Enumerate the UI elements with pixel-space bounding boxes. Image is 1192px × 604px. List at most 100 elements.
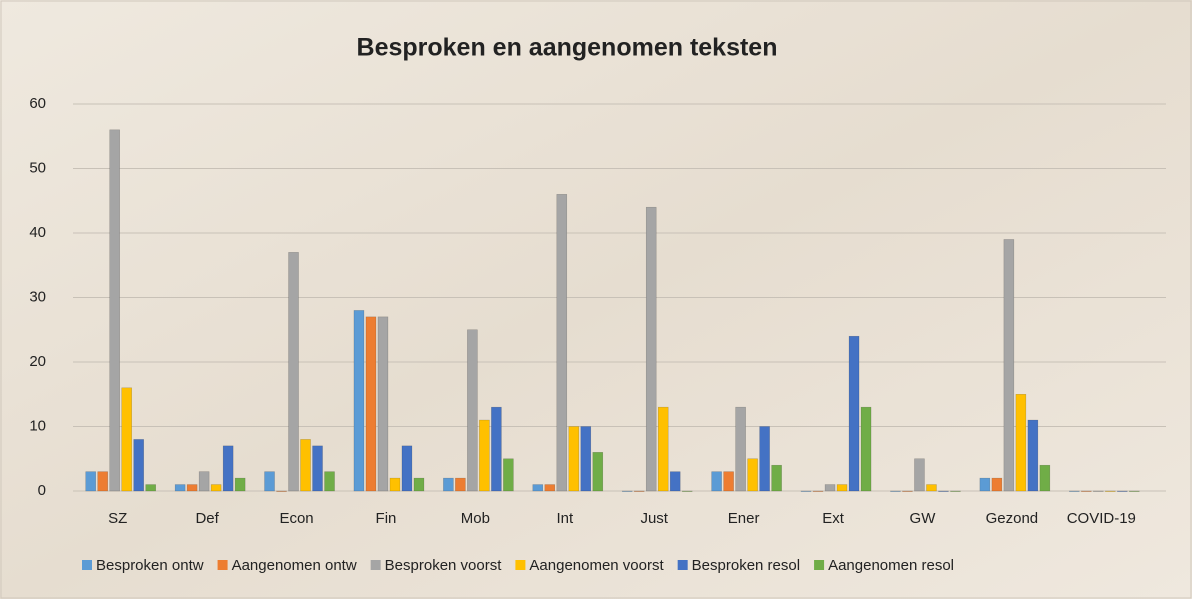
x-tick-label: Just <box>640 510 668 527</box>
bar <box>670 472 680 491</box>
bar <box>211 485 221 491</box>
bar <box>1117 491 1127 492</box>
x-tick-label: GW <box>910 510 937 527</box>
legend-swatch <box>814 560 824 570</box>
bar <box>414 478 424 491</box>
x-tick-label: COVID-19 <box>1067 510 1136 527</box>
bar <box>724 472 734 491</box>
bar <box>849 336 859 491</box>
bar <box>926 485 936 491</box>
bar <box>1028 420 1038 491</box>
page: {"chart_data": {"type": "bar", "title": … <box>0 0 1192 604</box>
bar <box>1016 394 1026 491</box>
bar <box>235 478 245 491</box>
bar <box>622 491 632 492</box>
x-tick-label: Econ <box>279 510 313 527</box>
bar <box>110 130 120 491</box>
bar <box>98 472 108 491</box>
bar <box>533 485 543 491</box>
bar <box>837 485 847 491</box>
bar <box>199 472 209 491</box>
bar <box>658 407 668 491</box>
legend-label: Aangenomen ontw <box>232 557 357 574</box>
bar <box>491 407 501 491</box>
bar <box>772 465 782 491</box>
bar <box>545 485 555 491</box>
legend-label: Aangenomen voorst <box>529 557 664 574</box>
bar <box>455 478 465 491</box>
bar <box>277 491 287 492</box>
y-tick-label: 0 <box>38 482 46 499</box>
bar <box>914 459 924 491</box>
y-tick-label: 10 <box>29 417 46 434</box>
legend-label: Besproken voorst <box>385 557 503 574</box>
x-tick-label: SZ <box>108 510 127 527</box>
bar <box>902 491 912 492</box>
bar <box>801 491 811 492</box>
bar <box>861 407 871 491</box>
bar <box>938 491 948 492</box>
bar <box>134 439 144 491</box>
bar <box>223 446 233 491</box>
y-tick-label: 20 <box>29 353 46 370</box>
x-tick-label: Int <box>556 510 574 527</box>
bar <box>825 485 835 491</box>
bar <box>950 491 960 492</box>
x-tick-label: Gezond <box>986 510 1039 527</box>
bar <box>569 427 579 492</box>
bar <box>1093 491 1103 492</box>
bar <box>289 252 299 491</box>
bar <box>1040 465 1050 491</box>
bar <box>1004 239 1014 491</box>
bar <box>813 491 823 492</box>
legend-label: Besproken ontw <box>96 557 204 574</box>
chart-title: Besproken en aangenomen teksten <box>357 34 778 62</box>
x-tick-label: Fin <box>376 510 397 527</box>
legend-label: Aangenomen resol <box>828 557 954 574</box>
bar <box>366 317 376 491</box>
legend-swatch <box>678 560 688 570</box>
bar <box>122 388 132 491</box>
bar <box>146 485 156 491</box>
bar <box>265 472 275 491</box>
bar <box>890 491 900 492</box>
bar <box>175 485 185 491</box>
bar <box>325 472 335 491</box>
bar <box>1129 491 1139 492</box>
bar <box>467 330 477 491</box>
legend-swatch <box>515 560 525 570</box>
y-tick-label: 60 <box>29 95 46 112</box>
bar <box>992 478 1002 491</box>
bar <box>760 427 770 492</box>
bar <box>712 472 722 491</box>
x-tick-label: Def <box>195 510 219 527</box>
y-tick-label: 30 <box>29 288 46 305</box>
y-tick-label: 50 <box>29 159 46 176</box>
bar <box>354 310 364 491</box>
x-tick-label: Ext <box>822 510 845 527</box>
legend-swatch <box>82 560 92 570</box>
bar <box>443 478 453 491</box>
x-tick-label: Mob <box>461 510 490 527</box>
bar <box>682 491 692 492</box>
chart: Besproken en aangenomen teksten 0 10 20 30 4… <box>0 0 1192 599</box>
bar <box>646 207 656 491</box>
y-tick-label: 40 <box>29 224 46 241</box>
bar <box>378 317 388 491</box>
bar <box>86 472 96 491</box>
bar <box>1081 491 1091 492</box>
bar <box>748 459 758 491</box>
bar <box>634 491 644 492</box>
bar <box>581 427 591 492</box>
bar <box>980 478 990 491</box>
bar <box>402 446 412 491</box>
bar <box>736 407 746 491</box>
bar <box>1069 491 1079 492</box>
legend-swatch <box>371 560 381 570</box>
bar <box>313 446 323 491</box>
legend-label: Besproken resol <box>692 557 800 574</box>
bar <box>503 459 513 491</box>
bar <box>557 194 567 491</box>
legend-swatch <box>218 560 228 570</box>
bar <box>390 478 400 491</box>
